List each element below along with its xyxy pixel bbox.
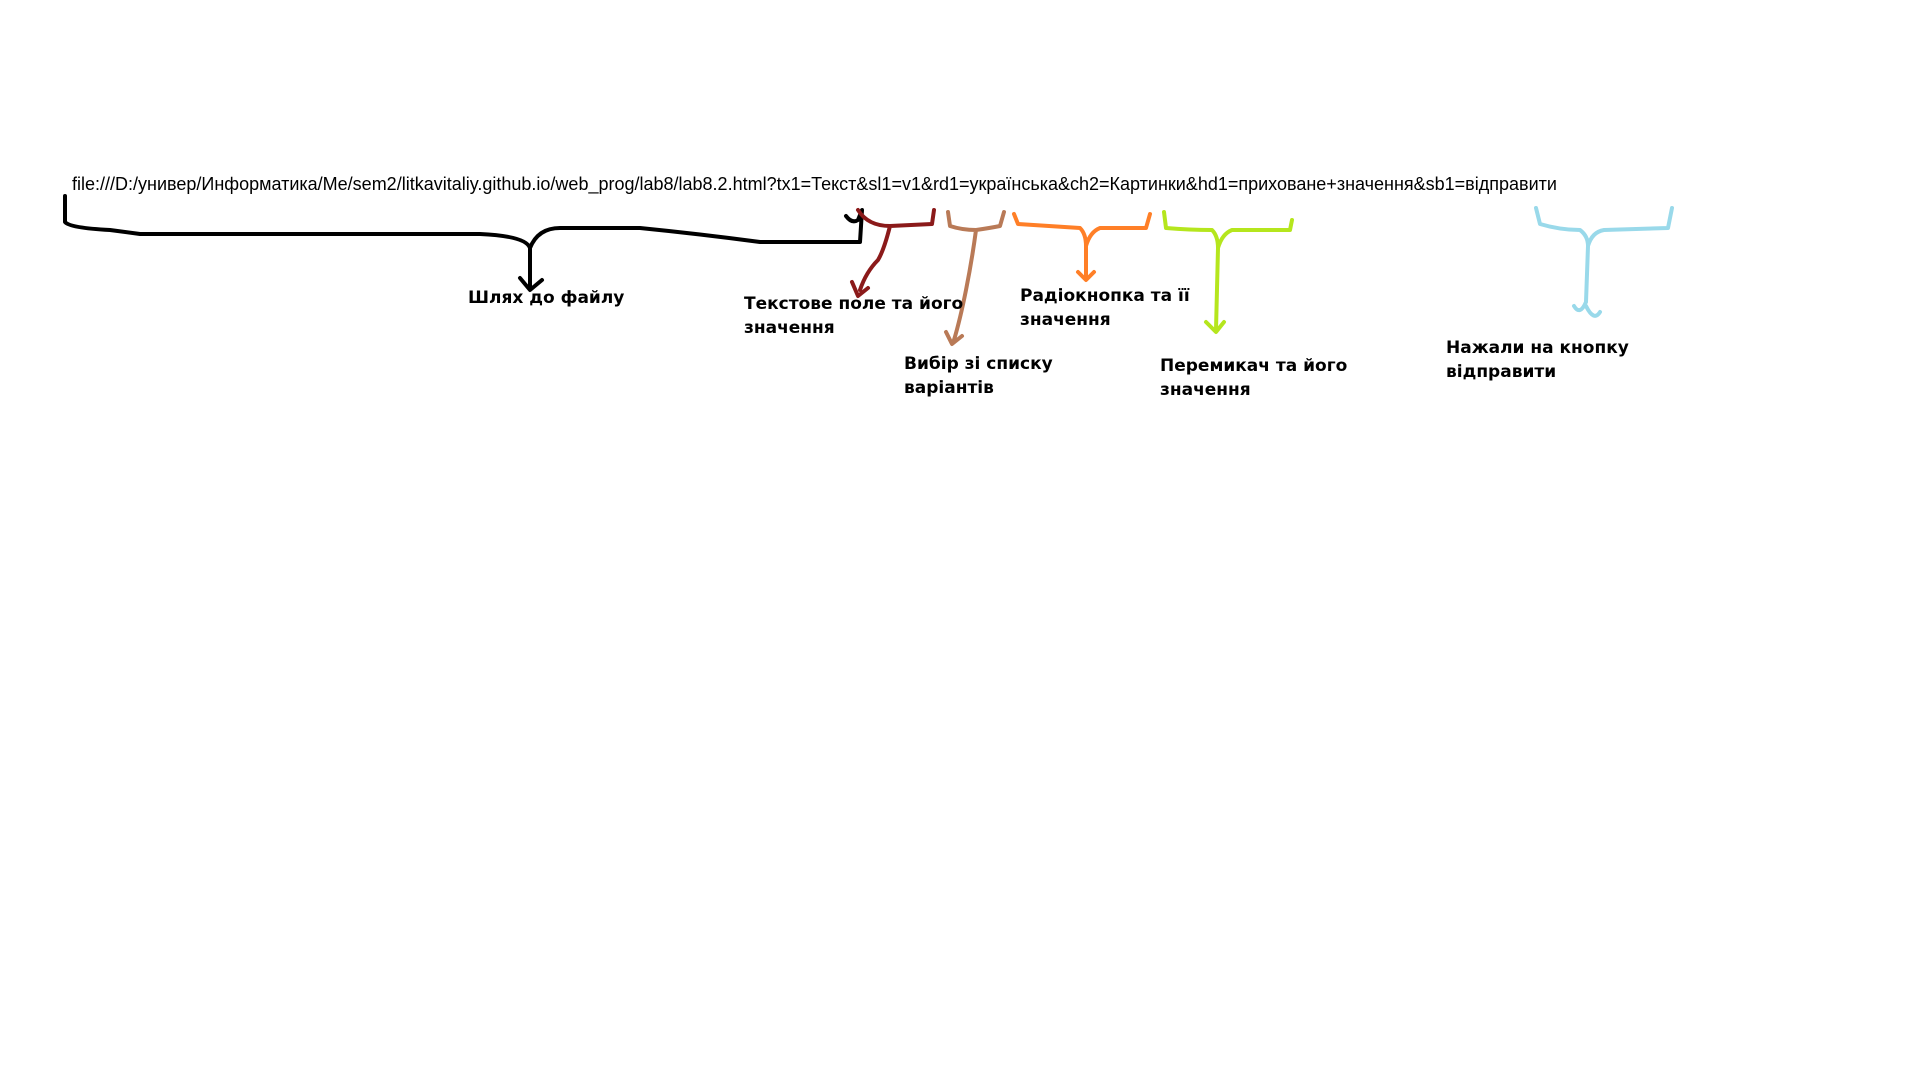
label-radio: Радіокнопка та її значення (1020, 284, 1190, 332)
submit-brace (1534, 206, 1674, 318)
label-switch: Перемикач та його значення (1160, 354, 1347, 402)
switch-brace (1162, 210, 1294, 334)
path-brace (63, 194, 864, 250)
label-file-path-line1: Шлях до файлу (468, 288, 625, 308)
label-submit: Нажали на кнопку відправити (1446, 336, 1629, 384)
text-bracket (850, 208, 936, 298)
label-text-field: Текстове поле та його значення (744, 292, 963, 340)
label-select-line2: варіантів (904, 378, 994, 398)
path-arrow (518, 246, 544, 292)
label-radio-line2: значення (1020, 310, 1111, 330)
label-radio-line1: Радіокнопка та її (1020, 286, 1190, 306)
label-select: Вибір зі списку варіантів (904, 352, 1053, 400)
switch-bracket (1162, 210, 1294, 334)
url-text: file:///D:/универ/Информатика/Me/sem2/li… (72, 174, 1557, 194)
text-brace (850, 208, 936, 298)
radio-bracket (1012, 212, 1152, 282)
submit-bracket (1534, 206, 1674, 318)
select-bracket (944, 210, 1006, 346)
path-bracket (63, 194, 864, 292)
label-select-line1: Вибір зі списку (904, 354, 1053, 374)
label-switch-line1: Перемикач та його (1160, 356, 1348, 376)
select-brace (944, 210, 1006, 346)
radio-brace (1012, 212, 1152, 282)
label-submit-line1: Нажали на кнопку (1446, 338, 1629, 358)
label-text-field-line2: значення (744, 318, 835, 338)
label-submit-line2: відправити (1446, 362, 1557, 382)
label-switch-line2: значення (1160, 380, 1251, 400)
label-text-field-line1: Текстове поле та його (744, 294, 964, 314)
label-file-path: Шлях до файлу (468, 286, 624, 310)
